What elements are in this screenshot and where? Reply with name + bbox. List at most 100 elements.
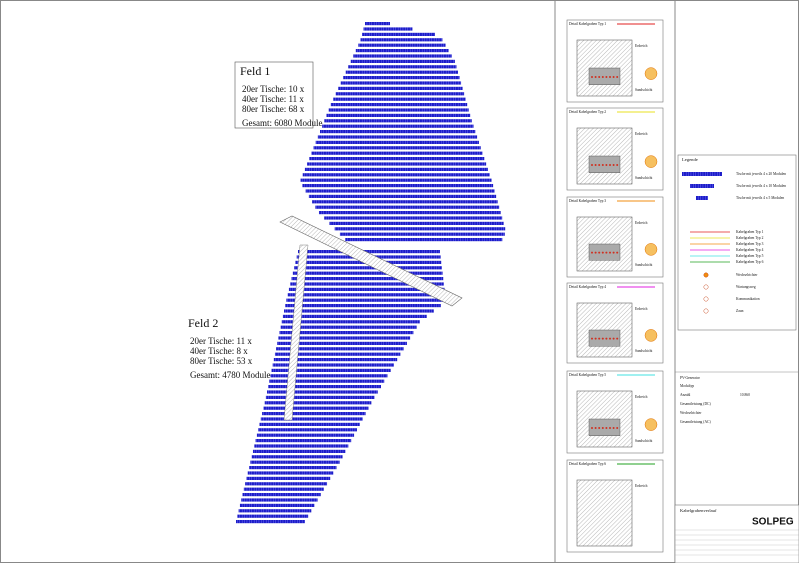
cable [591, 251, 593, 254]
cable [601, 75, 604, 78]
module-row [335, 92, 465, 96]
legend-label: Tische mit jeweils 4 x 5 Modulen [736, 196, 784, 200]
module-row [343, 76, 460, 80]
company: SOLPEG [752, 517, 794, 528]
legend-title: Legende [682, 157, 698, 162]
module-row [251, 455, 343, 459]
legend-swatch [696, 196, 708, 200]
module-row [263, 406, 369, 410]
module-row [304, 167, 488, 171]
info-value: 10.860 [740, 393, 750, 397]
module-row [254, 444, 349, 448]
cable [591, 426, 593, 429]
cable [594, 337, 597, 340]
cable [601, 163, 604, 166]
legend-label: Wechselrichter [736, 273, 758, 277]
module-row [345, 70, 459, 74]
sand [588, 155, 621, 173]
cable [605, 426, 608, 429]
layer-label: Sandschicht [635, 263, 652, 267]
cable [598, 426, 601, 429]
side-panels: Detail Kabelgraben Typ 1 Erdreich Sandschi… [566, 19, 799, 563]
module-row [345, 238, 503, 242]
module-row [318, 211, 501, 215]
module-row [241, 498, 318, 502]
module-row [269, 379, 385, 383]
module-row [284, 309, 434, 313]
legend-label: Kabelgraben Typ 1 [736, 230, 764, 234]
sand [588, 243, 621, 261]
cable [605, 163, 608, 166]
legend-swatch [682, 172, 722, 176]
cable [594, 251, 597, 254]
module-row [308, 194, 497, 198]
layer-label: Sandschicht [635, 439, 652, 443]
legend-box [677, 154, 797, 331]
legend-symbol [703, 308, 709, 314]
cable [601, 251, 604, 254]
field-line: 80er Tische: 68 x [242, 104, 305, 114]
module-row [270, 374, 388, 378]
module-row [291, 277, 444, 281]
layer-label: Erdreich [635, 395, 648, 399]
cable [616, 163, 619, 166]
sand [588, 329, 621, 347]
module-row [350, 59, 455, 63]
legend-label: Wartungsweg [736, 285, 756, 289]
module-row [258, 428, 357, 432]
module-row [309, 157, 485, 161]
info-title: PV-Generator [680, 376, 701, 380]
module-row [237, 514, 309, 518]
cable [612, 337, 615, 340]
module-row [330, 103, 468, 107]
info-key: Wechselrichter [680, 411, 702, 415]
module-row [312, 200, 498, 204]
cable-detail [644, 418, 658, 431]
field-total: Gesamt: 6080 Module [242, 118, 323, 128]
module-row [279, 331, 414, 335]
layer-label: Sandschicht [635, 349, 652, 353]
cable [594, 75, 597, 78]
module-row [348, 65, 457, 69]
module-row [294, 266, 442, 270]
module-row [256, 433, 355, 437]
field-title: Feld 2 [188, 316, 218, 330]
module-row [315, 205, 500, 209]
cable [612, 75, 615, 78]
cable [591, 163, 593, 166]
cable [594, 426, 597, 429]
module-row [280, 325, 417, 329]
module-row [287, 293, 446, 297]
module-row [265, 395, 375, 399]
module-row [355, 49, 449, 53]
label-box [234, 61, 314, 129]
detail-title: Detail Kabelgraben Typ 6 [569, 462, 606, 466]
module-row [286, 298, 446, 302]
cable [591, 337, 593, 340]
cable [609, 75, 611, 78]
module-row [329, 221, 504, 225]
field-title: Feld 1 [240, 64, 270, 78]
module-row [245, 482, 328, 486]
module-row [271, 368, 391, 372]
module-row [274, 352, 401, 356]
layer-label: Erdreich [635, 44, 648, 48]
layer-label: Erdreich [635, 221, 648, 225]
field-line: 80er Tische: 53 x [190, 356, 253, 366]
detail-title: Detail Kabelgraben Typ 5 [569, 373, 606, 377]
legend-label: Tische mit jeweils 4 x 20 Modulen [736, 172, 786, 176]
info-key: Gesamtleistung (DC) [680, 402, 711, 406]
module-row [322, 124, 474, 128]
module-row [305, 189, 495, 193]
module-row [334, 227, 506, 231]
cable [591, 75, 593, 78]
detail-title: Detail Kabelgraben Typ 2 [569, 110, 606, 114]
cable-detail [644, 155, 658, 168]
module-row [292, 271, 443, 275]
legend-swatch [690, 184, 714, 188]
cable [609, 337, 611, 340]
module-row [324, 119, 472, 123]
drawing-name: Kabelgrabenverlauf [680, 508, 717, 513]
